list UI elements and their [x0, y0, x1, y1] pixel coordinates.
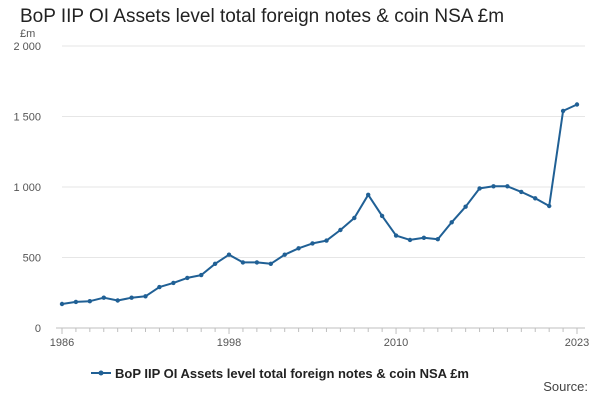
y-axis-unit-label: £m	[20, 28, 35, 40]
data-point	[366, 192, 371, 197]
data-point	[129, 295, 134, 300]
data-point	[393, 233, 399, 238]
series-line	[61, 103, 578, 305]
data-point	[199, 272, 204, 278]
data-point	[547, 203, 552, 209]
data-point	[282, 252, 287, 257]
data-point	[560, 108, 566, 114]
data-point	[379, 213, 385, 219]
data-point	[101, 295, 107, 300]
data-point	[533, 196, 538, 201]
data-point	[254, 260, 260, 265]
x-tick-label: 1986	[50, 337, 74, 349]
data-point	[157, 284, 162, 290]
data-point	[212, 261, 218, 266]
data-point	[73, 299, 79, 305]
data-point	[143, 294, 148, 299]
data-point	[115, 298, 120, 303]
data-point	[226, 252, 232, 257]
y-axis-ticks: 0 500 1 000 1 500 2 000	[13, 41, 41, 335]
data-point	[185, 275, 190, 281]
gridlines	[62, 45, 585, 258]
legend-point-marker	[98, 370, 104, 376]
data-point	[519, 189, 524, 195]
data-point	[268, 261, 273, 266]
data-point	[463, 204, 468, 209]
y-tick-label: 500	[23, 253, 41, 265]
data-point	[421, 235, 427, 240]
source-label: Source:	[543, 379, 588, 394]
chart-title: BoP IIP OI Assets level total foreign no…	[20, 6, 505, 27]
y-tick-label: 1 000	[13, 182, 41, 194]
data-point	[324, 238, 329, 243]
data-point	[505, 184, 510, 189]
x-axis: 1986 1998 2010 2023	[50, 327, 589, 349]
data-point	[338, 227, 343, 233]
data-point	[574, 102, 580, 107]
data-point	[171, 280, 176, 286]
data-point	[491, 184, 496, 189]
series-layer	[59, 102, 580, 307]
data-point	[310, 241, 315, 246]
data-point	[477, 186, 482, 191]
data-point	[435, 237, 440, 242]
y-tick-label: 1 500	[13, 112, 41, 124]
x-tick-label: 2023	[565, 337, 589, 349]
data-point	[352, 215, 357, 221]
legend[interactable]: BoP IIP OI Assets level total foreign no…	[91, 366, 469, 381]
data-point	[407, 237, 413, 243]
x-tick-label: 1998	[217, 337, 241, 349]
x-tick-label: 2010	[384, 337, 408, 349]
y-tick-label: 0	[35, 323, 41, 335]
data-point	[449, 220, 454, 225]
data-point	[87, 299, 93, 304]
data-point	[59, 301, 65, 307]
legend-entry-label: BoP IIP OI Assets level total foreign no…	[115, 366, 469, 381]
data-point	[240, 260, 246, 265]
data-point	[296, 246, 301, 251]
y-tick-label: 2 000	[13, 41, 41, 53]
